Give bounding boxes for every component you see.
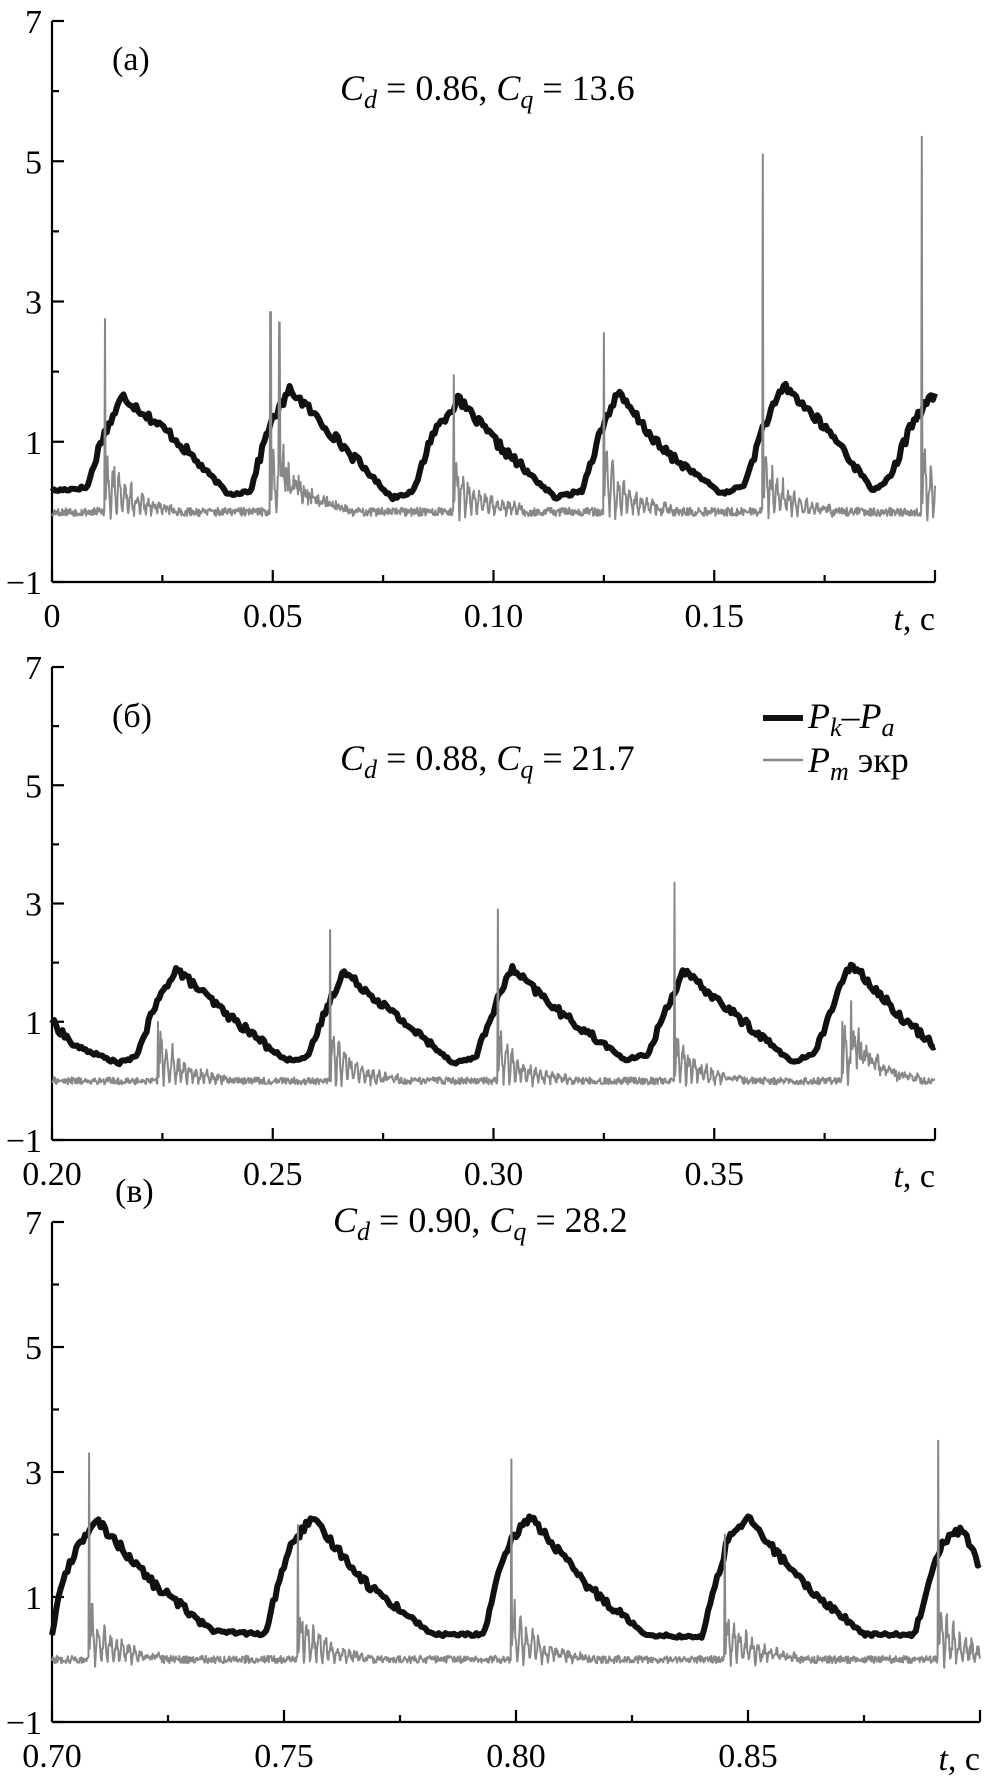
panel-c-x-tick-label: 0.80 — [486, 1738, 546, 1775]
legend-label-pm-ekr: Pm экр — [807, 740, 909, 786]
panel-b-params: Cd = 0.88, Cq = 21.7 — [340, 738, 635, 784]
panel-b-xlabel: t, с — [893, 1158, 935, 1195]
panel-c-y-tick-label: 1 — [25, 1580, 42, 1617]
panel-c-x-tick-label: 0.75 — [254, 1738, 314, 1775]
panel-a-series-pm-ekr — [51, 135, 936, 522]
panel-a-axes: −1 1 3 5 7 0 0.05 0.10 0.15 — [6, 4, 937, 635]
panel-a-y-tick-label: 1 — [25, 425, 42, 462]
panel-b-label: (б) — [112, 698, 152, 735]
panel-c-x-tick-label: 0.70 — [22, 1738, 82, 1775]
panel-b-y-tick-label: 5 — [25, 768, 42, 805]
panel-b-x-tick-label: 0.30 — [464, 1156, 524, 1193]
panel-b-y-tick-label: −1 — [6, 1123, 42, 1160]
panel-a-series — [49, 135, 938, 522]
panel-c-y-tick-label: 3 — [25, 1455, 42, 1492]
panel-b: −1 1 3 5 7 0.20 0.25 0.30 0.35 (б) Cd = 0.88, Cq… — [6, 650, 937, 1195]
panel-c-y-tick-label: −1 — [6, 1705, 42, 1742]
panel-c-label: (в) — [115, 1173, 154, 1210]
panel-a-y-tick-label: 5 — [25, 144, 42, 181]
panel-a-y-tick-label: −1 — [6, 565, 42, 602]
panel-a-xlabel: t, с — [893, 601, 935, 638]
panel-b-y-tick-label: 1 — [25, 1005, 42, 1042]
panel-b-x-tick-label: 0.35 — [685, 1156, 745, 1193]
panel-a-x-tick-label: 0.15 — [685, 598, 745, 635]
panel-a-series-pk-pa — [49, 380, 938, 503]
legend: Pk–Pa Pm экр — [763, 696, 909, 786]
panel-b-y-tick-label: 3 — [25, 887, 42, 924]
panel-a-y-tick-label: 3 — [25, 285, 42, 322]
panel-b-axes: −1 1 3 5 7 0.20 0.25 0.30 0.35 — [6, 650, 937, 1193]
panel-c-axes: −1 1 3 5 7 0.70 0.75 0.80 0.85 — [6, 1205, 982, 1775]
panel-a-x-tick-label: 0.10 — [464, 598, 524, 635]
panel-b-series — [49, 881, 937, 1088]
panel-c-params: Cd = 0.90, Cq = 28.2 — [333, 1200, 628, 1246]
panel-c-series — [49, 1439, 982, 1669]
panel-a-x-tick-label: 0.05 — [243, 598, 303, 635]
panel-c-x-tick-label: 0.85 — [718, 1738, 778, 1775]
panel-c-xlabel: t, с — [938, 1741, 980, 1778]
panel-c: −1 1 3 5 7 0.70 0.75 0.80 0.85 (в) Cd = 0.90, Cq… — [6, 1173, 982, 1778]
panel-c-series-pm-ekr — [51, 1439, 981, 1669]
panel-c-y-tick-label: 7 — [25, 1205, 42, 1242]
panel-c-series-pk-pa — [49, 1513, 982, 1641]
legend-label-pk-pa: Pk–Pa — [807, 696, 895, 742]
panel-b-x-tick-label: 0.20 — [22, 1156, 82, 1193]
panel-b-series-pm-ekr — [51, 881, 936, 1088]
panel-c-y-tick-label: 5 — [25, 1330, 42, 1367]
panel-a: −1 1 3 5 7 0 0.05 0.10 0.15 (a) Cd = 0.86, Cq = … — [6, 4, 938, 638]
panel-a-params: Cd = 0.86, Cq = 13.6 — [340, 68, 635, 114]
panel-a-label: (a) — [112, 41, 150, 78]
panel-a-y-tick-label: 7 — [25, 4, 42, 41]
panel-b-y-tick-label: 7 — [25, 650, 42, 687]
panel-b-series-pk-pa — [49, 961, 937, 1068]
panel-a-x-tick-label: 0 — [44, 598, 61, 635]
panel-b-x-tick-label: 0.25 — [243, 1156, 303, 1193]
